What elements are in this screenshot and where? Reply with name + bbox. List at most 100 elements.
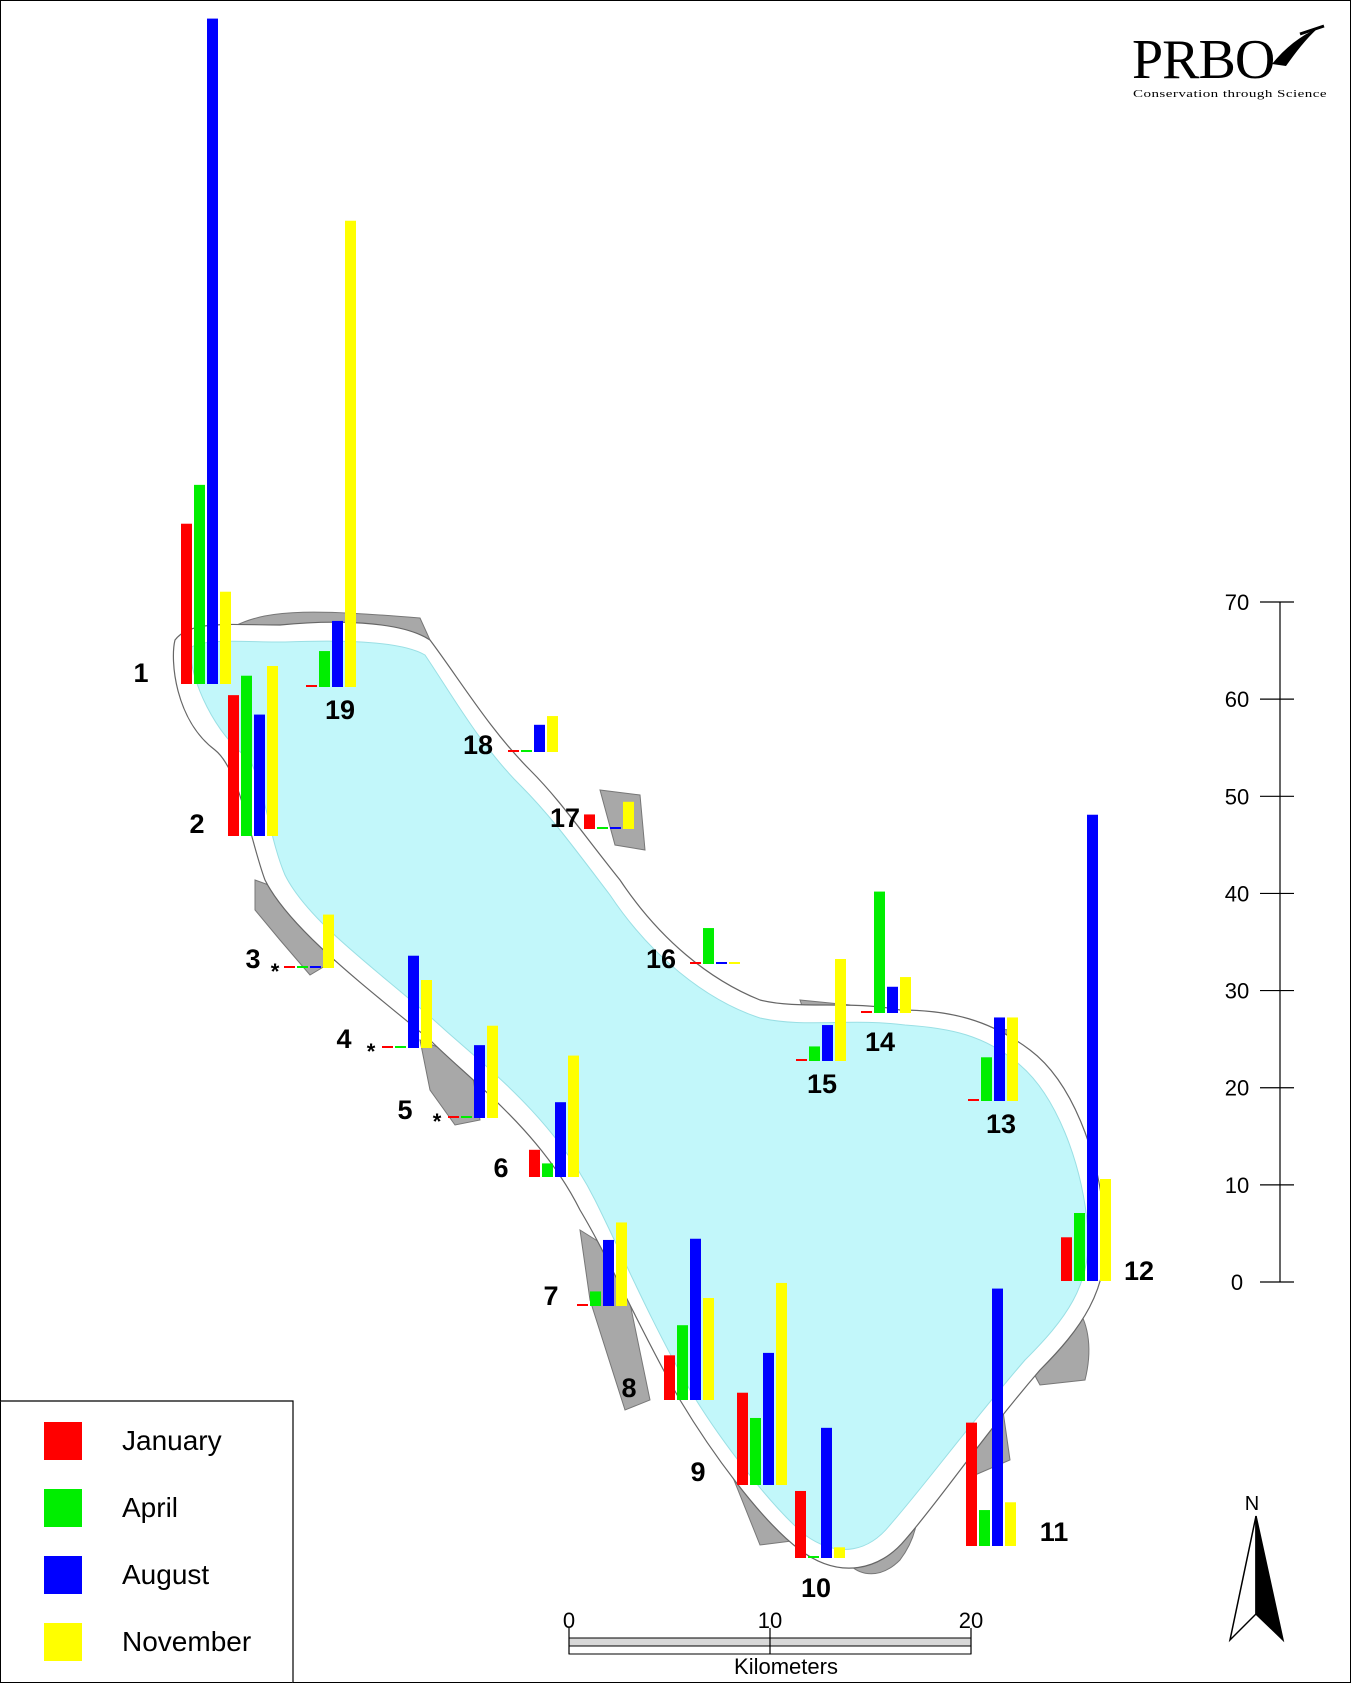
value-axis-tick-label: 30 bbox=[1225, 979, 1249, 1004]
bar-site-7-april bbox=[590, 1291, 601, 1306]
bar-site-7-august bbox=[603, 1239, 614, 1306]
site-label: 6 bbox=[493, 1153, 508, 1183]
scale-label-20: 20 bbox=[959, 1608, 983, 1633]
bar-site-8-january bbox=[664, 1355, 675, 1400]
asterisk-marker: * bbox=[433, 1109, 442, 1134]
site-8-bar-group: 8 bbox=[621, 1238, 714, 1403]
bar-site-18-january bbox=[508, 750, 519, 752]
site-2-bar-group: 2 bbox=[189, 666, 278, 839]
bar-site-10-january bbox=[795, 1490, 806, 1558]
site-12-bar-group: 12 bbox=[1061, 814, 1154, 1286]
site-14-bar-group: 14 bbox=[861, 891, 911, 1057]
site-label: 2 bbox=[189, 809, 204, 839]
bar-site-14-january bbox=[861, 1011, 872, 1013]
scale-label-0: 0 bbox=[563, 1608, 575, 1633]
site-label: 9 bbox=[690, 1457, 705, 1487]
legend-label-november: November bbox=[122, 1626, 251, 1657]
bar-site-19-april bbox=[319, 651, 330, 687]
site-13-bar-group: 13 bbox=[968, 1017, 1018, 1139]
asterisk-marker: * bbox=[271, 959, 280, 984]
bar-site-7-november bbox=[616, 1222, 627, 1306]
scale-label-10: 10 bbox=[758, 1608, 782, 1633]
bar-site-4-january bbox=[382, 1046, 393, 1048]
logo-wordmark: PRBO bbox=[1132, 29, 1274, 91]
bar-site-12-november bbox=[1100, 1179, 1111, 1281]
legend-swatch-august bbox=[44, 1556, 82, 1594]
bar-site-12-april bbox=[1074, 1213, 1085, 1281]
bar-site-6-january bbox=[529, 1149, 540, 1177]
bar-site-19-november bbox=[345, 220, 356, 687]
bar-site-2-april bbox=[241, 675, 252, 836]
bar-site-13-april bbox=[981, 1057, 992, 1101]
bird-wing-icon bbox=[1299, 24, 1325, 36]
bar-site-1-august bbox=[207, 18, 218, 684]
site-9-bar-group: 9 bbox=[690, 1282, 787, 1487]
site-label: 13 bbox=[986, 1109, 1016, 1139]
bar-site-19-january bbox=[306, 685, 317, 687]
value-axis-tick-label: 40 bbox=[1225, 881, 1249, 906]
site-label: 16 bbox=[646, 944, 676, 974]
bar-site-2-august bbox=[254, 714, 265, 836]
bar-site-15-april bbox=[809, 1046, 820, 1061]
bar-site-10-april bbox=[808, 1556, 819, 1558]
site-5-bar-group: 5 * bbox=[397, 1025, 498, 1134]
site-3-bar-group: 3 * bbox=[245, 914, 334, 984]
bar-site-16-january bbox=[690, 962, 701, 964]
bar-site-11-january bbox=[966, 1422, 977, 1546]
prbo-logo: PRBO Conservation through Science bbox=[1132, 24, 1327, 100]
legend-box bbox=[0, 1400, 294, 1683]
bar-site-10-august bbox=[821, 1427, 832, 1558]
site-label: 17 bbox=[550, 803, 580, 833]
value-axis-tick-label: 10 bbox=[1225, 1173, 1249, 1198]
bar-site-13-august bbox=[994, 1017, 1005, 1101]
site-label: 4 bbox=[336, 1024, 351, 1054]
bar-site-6-november bbox=[568, 1055, 579, 1177]
bar-site-1-april bbox=[194, 484, 205, 684]
north-arrow: N bbox=[1228, 1493, 1285, 1643]
bar-site-9-august bbox=[763, 1352, 774, 1485]
bar-site-5-january bbox=[448, 1116, 459, 1118]
bar-site-15-january bbox=[796, 1059, 807, 1061]
site-label: 5 bbox=[397, 1095, 412, 1125]
site-17-bar-group: 17 bbox=[550, 801, 634, 833]
value-axis-tick-label: 50 bbox=[1225, 784, 1249, 809]
bar-site-4-april bbox=[395, 1046, 406, 1048]
site-label: 7 bbox=[543, 1281, 558, 1311]
bar-site-3-january bbox=[284, 966, 295, 968]
bar-site-8-april bbox=[677, 1325, 688, 1400]
bar-site-16-april bbox=[703, 928, 714, 964]
bar-site-13-january bbox=[968, 1099, 979, 1101]
legend-label-august: August bbox=[122, 1559, 209, 1590]
legend: January April August November bbox=[0, 1400, 294, 1683]
bar-site-11-april bbox=[979, 1510, 990, 1546]
north-arrow-right-half bbox=[1255, 1515, 1285, 1643]
bird-logo-icon bbox=[1272, 28, 1318, 66]
site-16-bar-group: 16 bbox=[646, 928, 740, 974]
scale-unit-label: Kilometers bbox=[734, 1654, 838, 1679]
bar-site-17-april bbox=[597, 827, 608, 829]
site-4-bar-group: 4 * bbox=[336, 955, 432, 1064]
bar-site-3-november bbox=[323, 914, 334, 968]
legend-label-january: January bbox=[122, 1425, 222, 1456]
site-10-bar-group: 10 bbox=[795, 1427, 845, 1603]
bar-site-4-november bbox=[421, 980, 432, 1048]
bar-site-14-august bbox=[887, 986, 898, 1013]
bar-site-16-november bbox=[729, 962, 740, 964]
bar-site-8-august bbox=[690, 1238, 701, 1400]
bar-site-8-november bbox=[703, 1298, 714, 1400]
bar-site-17-january bbox=[584, 814, 595, 829]
bar-site-14-april bbox=[874, 891, 885, 1013]
bar-site-15-august bbox=[822, 1025, 833, 1061]
bar-site-11-august bbox=[992, 1288, 1003, 1546]
bar-site-16-august bbox=[716, 962, 727, 964]
site-label: 10 bbox=[801, 1573, 831, 1603]
bar-site-13-november bbox=[1007, 1017, 1018, 1101]
site-label: 18 bbox=[463, 730, 493, 760]
site-15-bar-group: 15 bbox=[796, 959, 846, 1099]
legend-swatch-january bbox=[44, 1422, 82, 1460]
value-axis-tick-label: 20 bbox=[1225, 1076, 1249, 1101]
bar-site-18-november bbox=[547, 716, 558, 752]
site-19-bar-group: 19 bbox=[306, 220, 356, 725]
bar-site-11-november bbox=[1005, 1502, 1016, 1546]
